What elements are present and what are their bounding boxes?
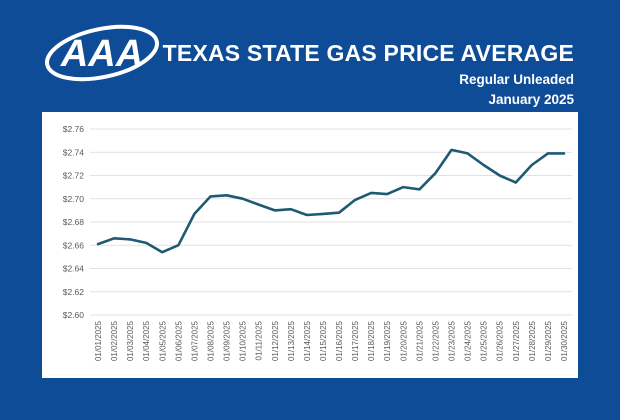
x-tick-label: 01/18/2025: [367, 320, 376, 361]
y-axis: $2.76 $2.74 $2.72 $2.70 $2.68 $2.66 $2.64 $2.62…: [63, 124, 85, 320]
x-tick-label: 01/07/2025: [190, 320, 199, 361]
y-tick-label: $2.62: [63, 287, 85, 297]
x-tick-label: 01/26/2025: [496, 320, 505, 361]
x-tick-label: 01/10/2025: [239, 320, 248, 361]
y-tick-label: $2.68: [63, 217, 85, 227]
x-axis: 01/01/2025 01/02/2025 01/03/2025 01/04/2025…: [94, 320, 569, 361]
x-tick-label: 01/16/2025: [335, 320, 344, 361]
chart-title: TEXAS STATE GAS PRICE AVERAGE: [162, 40, 574, 66]
grid-lines: [90, 128, 572, 316]
x-tick-label: 01/17/2025: [351, 320, 360, 361]
x-tick-label: 01/12/2025: [271, 320, 280, 361]
x-tick-label: 01/28/2025: [528, 320, 537, 361]
y-tick-label: $2.74: [63, 147, 85, 157]
x-tick-label: 01/27/2025: [512, 320, 521, 361]
x-tick-label: 01/30/2025: [560, 320, 569, 361]
x-tick-label: 01/24/2025: [464, 320, 473, 361]
logo-text: AAA: [60, 33, 143, 75]
x-tick-label: 01/15/2025: [319, 320, 328, 361]
x-tick-label: 01/02/2025: [110, 320, 119, 361]
x-tick-label: 01/22/2025: [431, 320, 440, 361]
x-tick-label: 01/09/2025: [223, 320, 232, 361]
chart-period: January 2025: [488, 92, 574, 107]
x-tick-label: 01/23/2025: [448, 320, 457, 361]
line-chart: $2.76 $2.74 $2.72 $2.70 $2.68 $2.66 $2.64 $2.62…: [63, 124, 572, 361]
x-tick-label: 01/20/2025: [399, 320, 408, 361]
y-tick-label: $2.72: [63, 171, 85, 181]
x-tick-label: 01/08/2025: [207, 320, 216, 361]
x-tick-label: 01/25/2025: [480, 320, 489, 361]
y-tick-label: $2.64: [63, 264, 85, 274]
y-tick-label: $2.66: [63, 240, 85, 250]
y-tick-label: $2.76: [63, 124, 85, 134]
x-tick-label: 01/04/2025: [142, 320, 151, 361]
x-tick-label: 01/03/2025: [126, 320, 135, 361]
chart-panel: $2.76 $2.74 $2.72 $2.70 $2.68 $2.66 $2.64 $2.62…: [42, 112, 578, 378]
series-line: [96, 148, 566, 254]
x-tick-label: 01/05/2025: [158, 320, 167, 361]
x-tick-label: 01/29/2025: [544, 320, 553, 361]
chart-subtitle: Regular Unleaded: [459, 72, 574, 87]
aaa-logo: AAA: [44, 24, 160, 82]
x-tick-label: 01/06/2025: [174, 320, 183, 361]
x-tick-label: 01/01/2025: [94, 320, 103, 361]
x-tick-label: 01/21/2025: [415, 320, 424, 361]
x-tick-label: 01/19/2025: [383, 320, 392, 361]
x-tick-label: 01/13/2025: [287, 320, 296, 361]
x-tick-label: 01/11/2025: [255, 320, 264, 360]
x-tick-label: 01/14/2025: [303, 320, 312, 361]
y-tick-label: $2.70: [63, 194, 85, 204]
y-tick-label: $2.60: [63, 310, 85, 320]
